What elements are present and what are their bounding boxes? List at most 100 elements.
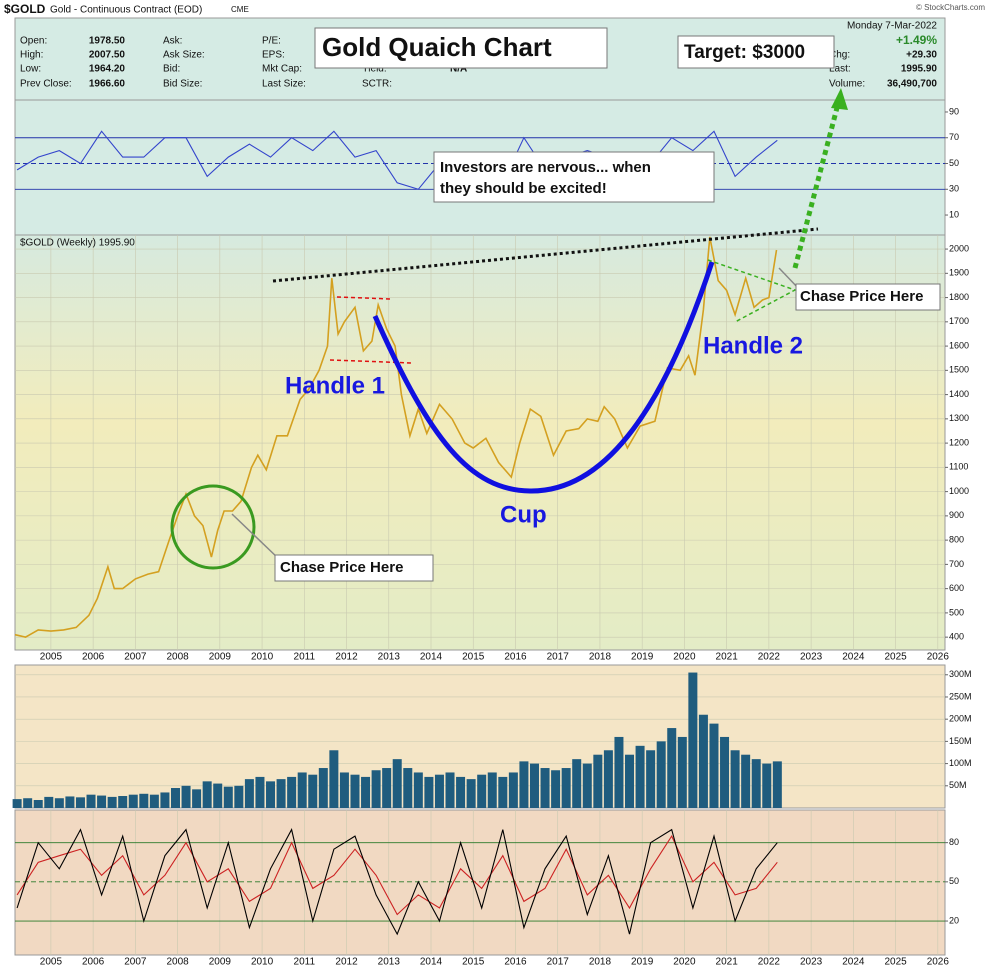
x-tick-label: 2018 xyxy=(589,652,612,663)
field-value: 1966.60 xyxy=(89,79,126,90)
bar xyxy=(223,786,233,808)
bar xyxy=(730,750,740,808)
x-tick-label: 2009 xyxy=(209,652,232,663)
field-label: Open: xyxy=(20,36,47,47)
y-tick-label: 1300 xyxy=(949,413,969,423)
field-label: EPS: xyxy=(262,50,285,61)
field-label: Bid Size: xyxy=(163,79,202,90)
field-value: +29.30 xyxy=(906,50,937,61)
y-tick-label: 800 xyxy=(949,535,964,545)
bar xyxy=(392,759,402,808)
y-tick-label: 400 xyxy=(949,632,964,642)
x-tick-label: 2019 xyxy=(631,957,654,968)
x-tick-label: 2024 xyxy=(842,652,865,663)
y-tick-label: 1200 xyxy=(949,437,969,447)
copyright: © StockCharts.com xyxy=(916,3,985,12)
y-tick-label: 30 xyxy=(949,184,959,194)
y-tick-label: 1700 xyxy=(949,316,969,326)
series-line xyxy=(16,828,778,936)
x-tick-label: 2025 xyxy=(884,957,907,968)
field-label: Volume: xyxy=(829,79,865,90)
bar xyxy=(12,799,22,808)
x-tick-label: 2017 xyxy=(547,652,570,663)
bar xyxy=(266,781,276,808)
y-tick-label: 200M xyxy=(949,714,972,724)
bar xyxy=(192,789,202,808)
field-label: Mkt Cap: xyxy=(262,64,302,75)
field-label: Last Size: xyxy=(262,79,306,90)
bar xyxy=(213,783,223,808)
bar xyxy=(751,759,761,808)
bar xyxy=(445,772,455,808)
x-tick-label: 2015 xyxy=(462,957,485,968)
x-tick-label: 2005 xyxy=(40,652,63,663)
target-arrow xyxy=(792,103,841,269)
field-label: SCTR: xyxy=(362,79,392,90)
y-tick-label: 90 xyxy=(949,106,959,116)
x-tick-label: 2013 xyxy=(378,957,401,968)
bar xyxy=(572,759,582,808)
circle-highlight xyxy=(170,484,256,570)
field-value: 1978.50 xyxy=(89,36,126,47)
y-tick-label: 20 xyxy=(949,915,959,925)
y-tick-label: 2000 xyxy=(949,243,969,253)
x-tick-label: 2007 xyxy=(124,957,147,968)
bar xyxy=(149,794,159,808)
change-pct: +1.49% xyxy=(896,33,937,47)
bar xyxy=(361,776,371,808)
bar xyxy=(86,794,96,808)
bar xyxy=(128,794,138,808)
bar xyxy=(487,772,497,808)
bar xyxy=(434,774,444,808)
field-label: Low: xyxy=(20,64,41,75)
bar xyxy=(97,795,107,808)
y-tick-label: 500 xyxy=(949,607,964,617)
y-tick-label: 1800 xyxy=(949,292,969,302)
note-line: they should be excited! xyxy=(440,180,607,197)
bar xyxy=(656,741,666,808)
bar xyxy=(593,754,603,808)
bar xyxy=(551,770,561,808)
x-tick-label: 2017 xyxy=(547,957,570,968)
bar xyxy=(244,779,254,808)
note-box xyxy=(433,151,715,203)
header-fields: Open: 1978.50 High: 2007.50 Low: 1964.20 Prev … xyxy=(20,36,937,90)
arrow-head xyxy=(831,88,848,110)
x-tick-label: 2011 xyxy=(294,652,316,663)
bar xyxy=(741,754,751,808)
x-tick-label: 2011 xyxy=(294,957,316,968)
bar xyxy=(160,792,170,808)
bar xyxy=(54,798,64,808)
bar xyxy=(424,776,434,808)
field-label: Bid: xyxy=(163,64,180,75)
bar xyxy=(519,761,529,808)
y-tick-label: 1400 xyxy=(949,389,969,399)
field-value: 1995.90 xyxy=(901,64,938,75)
y-tick-label: 70 xyxy=(949,132,959,142)
field-label: Yield: xyxy=(362,64,387,75)
bar xyxy=(477,774,487,808)
y-tick-label: 1000 xyxy=(949,486,969,496)
bar xyxy=(667,728,677,808)
bar xyxy=(466,779,476,808)
bar xyxy=(318,768,328,808)
x-tick-label: 2010 xyxy=(251,652,274,663)
bar xyxy=(720,736,730,808)
bar xyxy=(139,793,149,808)
bar xyxy=(403,768,413,808)
bar xyxy=(762,763,772,808)
x-tick-label: 2023 xyxy=(800,652,823,663)
note-line: Investors are nervous... when xyxy=(440,159,651,176)
chart-title: Gold Quaich Chart xyxy=(322,32,552,62)
x-tick-label: 2015 xyxy=(462,652,485,663)
x-tick-label: 2021 xyxy=(716,652,739,663)
bar xyxy=(688,672,698,808)
bar xyxy=(297,772,307,808)
handle-triangle xyxy=(707,259,797,323)
bar xyxy=(371,770,381,808)
field-value: 2007.50 xyxy=(89,50,126,61)
x-tick-label: 2006 xyxy=(82,957,105,968)
x-tick-label: 2007 xyxy=(124,652,147,663)
x-tick-label: 2014 xyxy=(420,652,443,663)
